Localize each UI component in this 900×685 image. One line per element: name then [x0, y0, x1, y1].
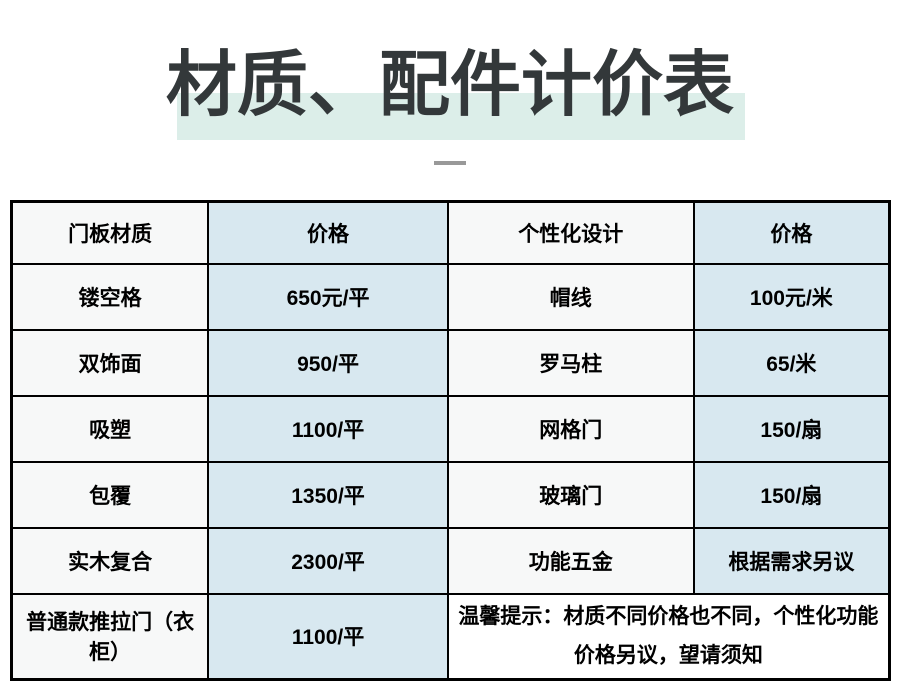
price-table: 门板材质 价格 个性化设计 价格 镂空格 650元/平 帽线 100元/米 双饰…: [10, 200, 891, 682]
table-header-row: 门板材质 价格 个性化设计 价格: [10, 200, 891, 265]
table-row: 双饰面 950/平 罗马柱 65/米: [10, 328, 891, 397]
table-row: 实木复合 2300/平 功能五金 根据需求另议: [10, 526, 891, 595]
table-row: 包覆 1350/平 玻璃门 150/扇: [10, 460, 891, 529]
design-cell: 玻璃门: [446, 460, 695, 529]
design-price-cell: 150/扇: [692, 460, 891, 529]
design-cell: 功能五金: [446, 526, 695, 595]
material-cell: 吸塑: [10, 394, 210, 463]
header-material: 门板材质: [10, 200, 210, 265]
title-block: 材质、配件计价表: [0, 0, 900, 190]
material-price-cell: 2300/平: [207, 526, 449, 595]
design-price-cell: 150/扇: [692, 394, 891, 463]
material-cell: 实木复合: [10, 526, 210, 595]
header-custom-design: 个性化设计: [446, 200, 695, 265]
notice-cell: 温馨提示：材质不同价格也不同，个性化功能价格另议，望请须知: [446, 592, 891, 681]
material-price-cell: 950/平: [207, 328, 449, 397]
material-cell: 普通款推拉门（衣柜）: [10, 592, 210, 681]
header-price-1: 价格: [207, 200, 449, 265]
design-cell: 网格门: [446, 394, 695, 463]
design-price-cell: 65/米: [692, 328, 891, 397]
design-cell: 帽线: [446, 262, 695, 331]
title-highlight-band: [177, 93, 745, 140]
table-row: 吸塑 1100/平 网格门 150/扇: [10, 394, 891, 463]
material-cell: 双饰面: [10, 328, 210, 397]
table-row: 镂空格 650元/平 帽线 100元/米: [10, 262, 891, 331]
design-cell: 罗马柱: [446, 328, 695, 397]
header-price-2: 价格: [692, 200, 891, 265]
material-price-cell: 1100/平: [207, 592, 449, 681]
material-price-cell: 1100/平: [207, 394, 449, 463]
title-dash-divider: [434, 161, 466, 165]
material-cell: 镂空格: [10, 262, 210, 331]
material-price-cell: 1350/平: [207, 460, 449, 529]
material-cell: 包覆: [10, 460, 210, 529]
design-price-cell: 根据需求另议: [692, 526, 891, 595]
design-price-cell: 100元/米: [692, 262, 891, 331]
table-bottom-row: 普通款推拉门（衣柜） 1100/平 温馨提示：材质不同价格也不同，个性化功能价格…: [10, 592, 891, 681]
material-price-cell: 650元/平: [207, 262, 449, 331]
page-title: 材质、配件计价表: [165, 46, 734, 125]
